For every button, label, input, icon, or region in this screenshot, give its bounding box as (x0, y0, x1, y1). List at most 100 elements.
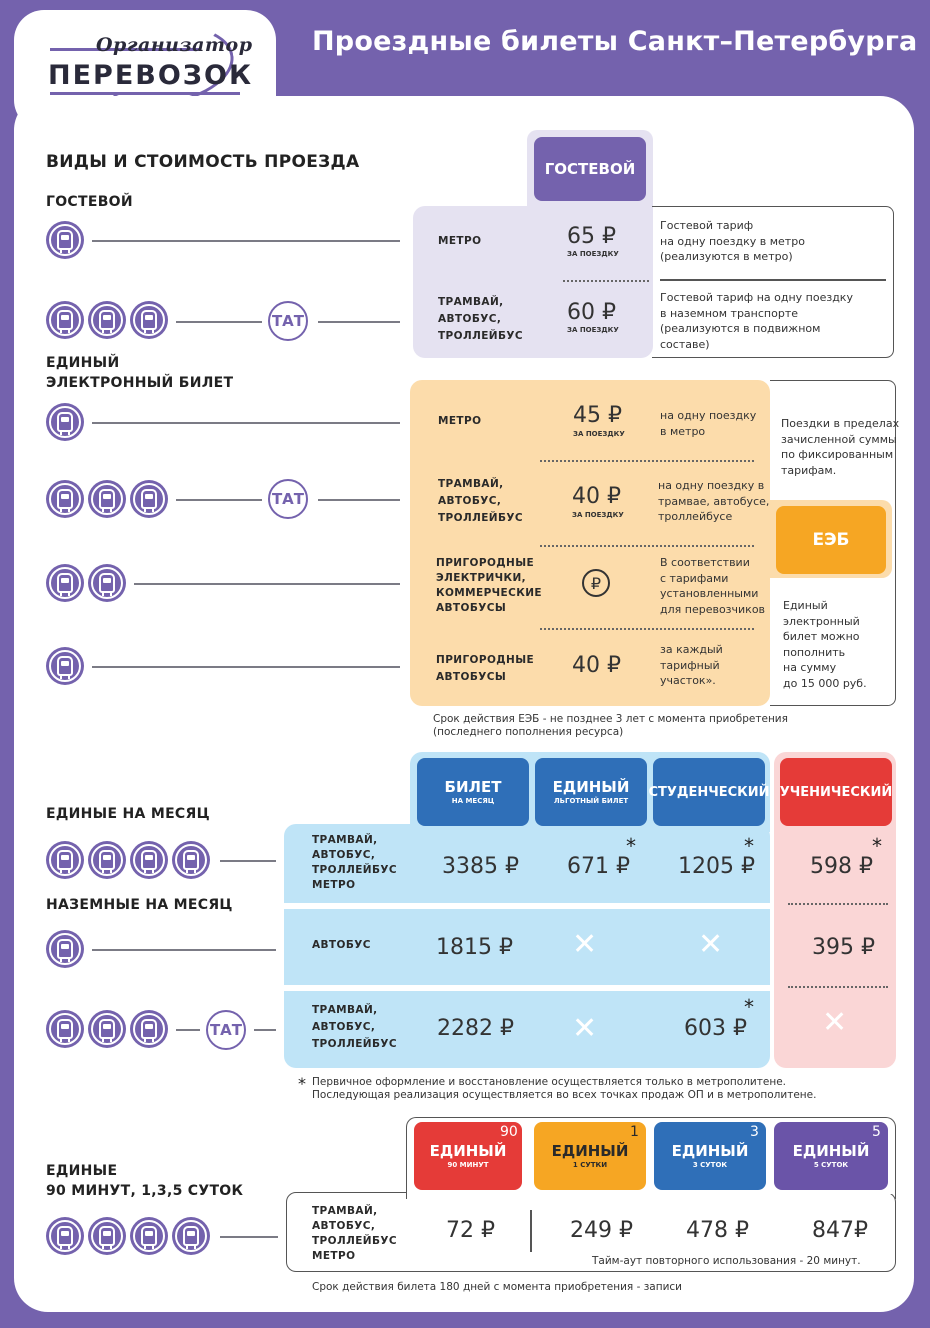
connector-line (92, 666, 400, 668)
connector-line (318, 321, 400, 323)
ruble-icon: ₽ (582, 569, 610, 597)
daily-col-1day: ЕДИНЫЙ 1 СУТКИ (534, 1122, 646, 1190)
monthly-all-ticket-price: 3385 ₽ (442, 854, 519, 879)
eeb-metro-price: 45 ₽ (573, 403, 622, 428)
guest-metro-note: Гостевой тариф на одну поездку в метро (ре… (660, 219, 805, 263)
frame-join (407, 1191, 895, 1194)
unavailable-icon: ✕ (698, 927, 724, 962)
tat-icon: ТАТ (206, 1010, 246, 1050)
daily-row-label: ТРАМВАЙ, АВТОБУС, ТРОЛЛЕЙБУС МЕТРО (312, 1205, 397, 1262)
divider (788, 986, 888, 988)
logo-text-top: Организатор (96, 34, 253, 56)
divider (540, 628, 754, 630)
eeb-row-label: ПРИГОРОДНЫЕ АВТОБУСЫ (436, 654, 535, 683)
monthly-all-preferential-price: 671 ₽ (567, 854, 630, 879)
connector-line (92, 949, 276, 951)
tram-icon (46, 1010, 84, 1048)
unavailable-icon: ✕ (822, 1005, 848, 1040)
eeb-metro-note: на одну поездку в метро (660, 409, 757, 438)
connector-line (220, 860, 276, 862)
daily-5days-price: 847₽ (812, 1218, 868, 1243)
eeb-badge: ЕЭБ (776, 506, 886, 574)
row-gap (284, 903, 770, 909)
eeb-ground-price: 40 ₽ (572, 484, 621, 509)
divider (530, 1210, 532, 1252)
unavailable-icon: ✕ (572, 1011, 598, 1046)
metro-icon (46, 1217, 84, 1255)
guest-metro-price: 65 ₽ (567, 224, 616, 249)
bus-icon (130, 1217, 168, 1255)
footnote-star: * (298, 1074, 306, 1093)
monthly-ground-student-price: 603 ₽ (684, 1016, 747, 1041)
daily-90min-price: 72 ₽ (446, 1218, 495, 1243)
eeb-ground-note: на одну поездку в трамвае, автобусе, тролл… (658, 479, 770, 523)
section-title: ВИДЫ И СТОИМОСТЬ ПРОЕЗДА (46, 152, 360, 172)
metro-icon (46, 403, 84, 441)
daily-heading: ЕДИНЫЕ 90 МИНУТ, 1,3,5 СУТОК (46, 1163, 244, 1199)
eeb-row-label: МЕТРО (438, 415, 482, 427)
eeb-side-note-top: Поездки в пределах зачисленной суммы по фи… (781, 417, 900, 477)
eeb-suburban-note: В соответствии с тарифами установленными дл… (660, 556, 766, 616)
eeb-heading: ЕДИНЫЙ ЭЛЕКТРОННЫЙ БИЛЕТ (46, 355, 234, 391)
eeb-note-frame (770, 380, 896, 706)
guest-row-label: МЕТРО (438, 235, 482, 247)
connector-line (318, 499, 400, 501)
train-icon (46, 564, 84, 602)
tat-icon: ТАТ (268, 301, 308, 341)
divider (788, 903, 888, 905)
connector-line (176, 1029, 200, 1031)
daily-header-frame (406, 1117, 896, 1199)
monthly-footnote: Первичное оформление и восстановление ос… (312, 1076, 817, 1101)
connector-line (176, 321, 262, 323)
eeb-suburban-bus-price: 40 ₽ (572, 653, 621, 678)
bus-icon (88, 480, 126, 518)
daily-col-number: 90 (500, 1124, 518, 1140)
footnote-star: * (744, 995, 754, 1019)
ground-monthly-heading: НАЗЕМНЫЕ НА МЕСЯЦ (46, 897, 233, 913)
monthly-heading: ЕДИНЫЕ НА МЕСЯЦ (46, 806, 210, 822)
eeb-side-note-bottom: Единый электронный билет можно пополнить на … (783, 599, 867, 690)
tram-icon (88, 1217, 126, 1255)
connector-line (92, 422, 400, 424)
logo-text-bottom: ПЕРЕВОЗОК (48, 60, 254, 91)
trolleybus-icon (172, 841, 210, 879)
trolleybus-icon (130, 301, 168, 339)
eeb-panel (410, 380, 770, 706)
divider (540, 545, 754, 547)
trolleybus-icon (130, 1010, 168, 1048)
monthly-ground-ticket-price: 2282 ₽ (437, 1016, 514, 1041)
daily-timeout-note: Тайм-аут повторного использования - 20 м… (592, 1255, 861, 1267)
bus-icon (46, 647, 84, 685)
trolleybus-icon (172, 1217, 210, 1255)
divider (563, 280, 649, 282)
unavailable-icon: ✕ (572, 927, 598, 962)
guest-row-label: ТРАМВАЙ, АВТОБУС, ТРОЛЛЕЙБУС (438, 296, 523, 342)
monthly-panel (284, 824, 770, 1068)
price-sub: ЗА ПОЕЗДКУ (567, 326, 619, 334)
monthly-col-student: СТУДЕНЧЕСКИЙ (648, 758, 770, 826)
daily-3days-price: 478 ₽ (686, 1218, 749, 1243)
monthly-bus-pupil-price: 395 ₽ (812, 935, 875, 960)
connector-line (92, 240, 400, 242)
guest-note-frame (652, 206, 894, 358)
row-gap (284, 985, 770, 991)
guest-ground-note: Гостевой тариф на одну поездку в наземном… (660, 291, 853, 351)
eeb-suburban-bus-note: за каждый тарифный участок». (660, 643, 723, 687)
guest-ground-price: 60 ₽ (567, 300, 616, 325)
eeb-validity-note: Срок действия ЕЭБ - не позднее 3 лет с м… (433, 713, 788, 738)
guest-column-header: ГОСТЕВОЙ (534, 137, 646, 201)
monthly-col-preferential: ЕДИНЫЙ ЛЬГОТНЫЙ БИЛЕТ (535, 758, 647, 826)
trolleybus-icon (130, 480, 168, 518)
daily-col-number: 3 (750, 1124, 759, 1140)
tram-icon (88, 841, 126, 879)
monthly-row-label: ТРАМВАЙ, АВТОБУС, ТРОЛЛЕЙБУС (312, 1004, 397, 1050)
connector-line (134, 583, 400, 585)
guest-heading: ГОСТЕВОЙ (46, 194, 133, 210)
logo-stripe (50, 92, 240, 95)
monthly-all-pupil-price: 598 ₽ (810, 854, 873, 879)
page-title: Проездные билеты Санкт–Петербурга (312, 26, 918, 57)
footnote-star: * (744, 834, 754, 858)
monthly-row-label: АВТОБУС (312, 939, 371, 951)
metro-icon (46, 841, 84, 879)
monthly-col-ticket: БИЛЕТ НА МЕСЯЦ (417, 758, 529, 826)
